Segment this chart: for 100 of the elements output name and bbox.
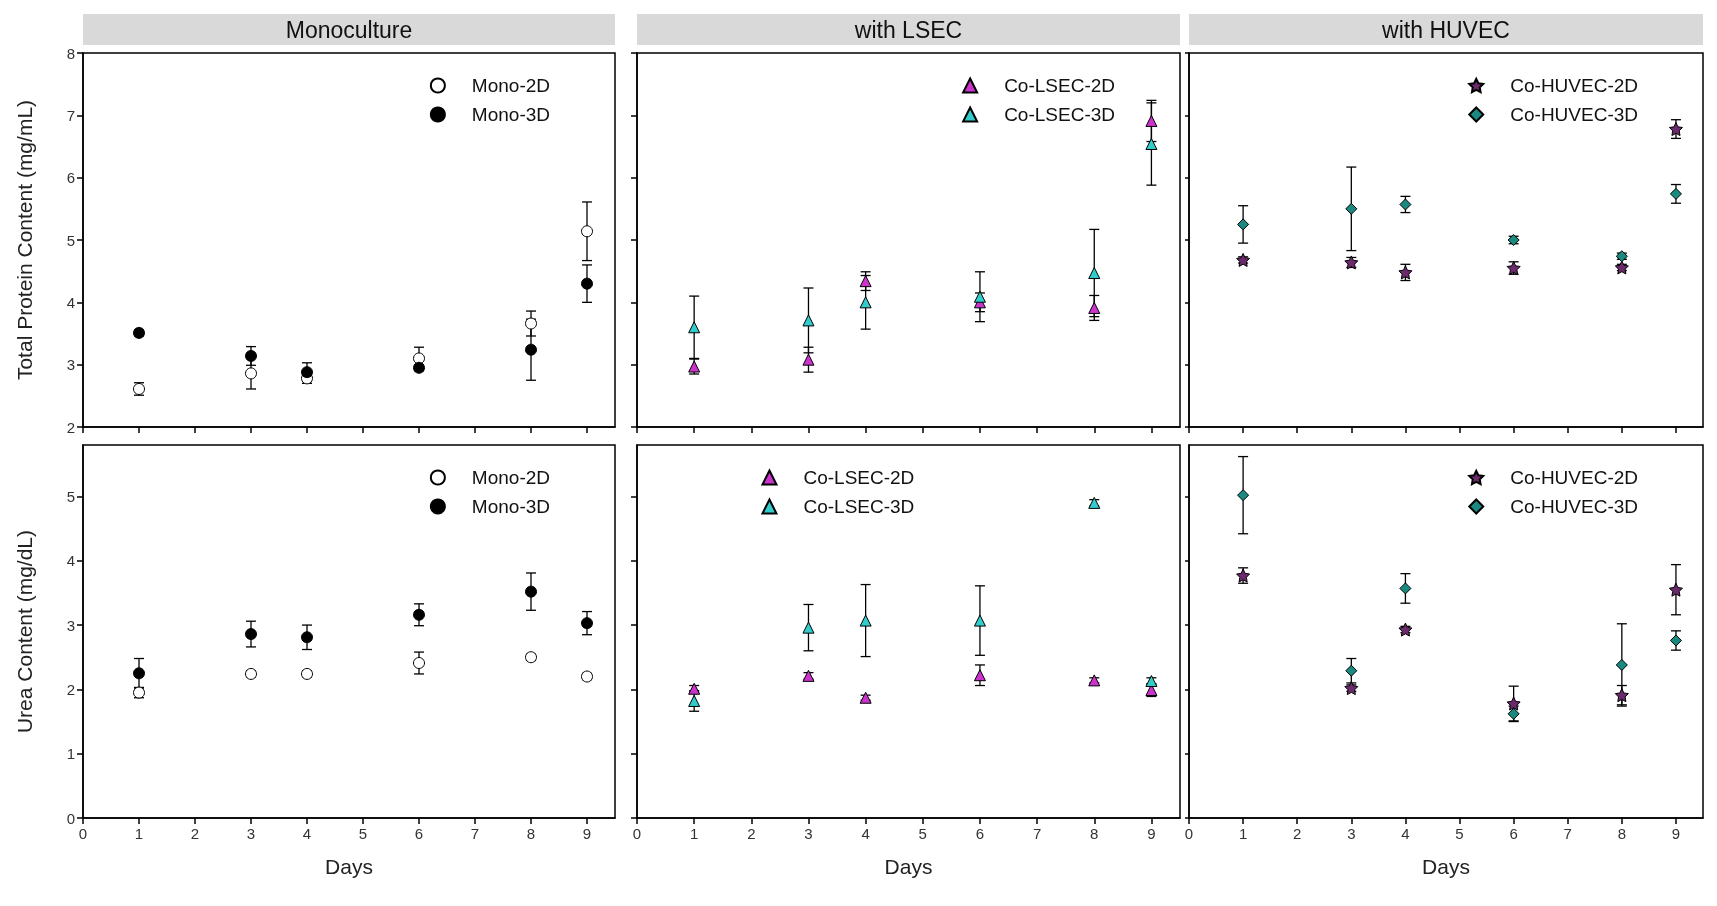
y-tick-label: 3 — [66, 616, 75, 634]
point — [1237, 489, 1250, 502]
x-tick-label: 2 — [747, 825, 756, 842]
legend-label: Mono-2D — [471, 75, 551, 96]
y-tick-label: 3 — [66, 356, 75, 374]
x-tick-label: 5 — [1455, 825, 1464, 842]
point — [1345, 664, 1358, 677]
point — [245, 628, 257, 641]
x-tick-label: 5 — [358, 825, 368, 842]
chart-title: with LSEC — [853, 16, 963, 43]
x-tick-label: 3 — [1347, 825, 1356, 842]
x-tick-label: 6 — [975, 825, 985, 842]
point — [1668, 582, 1683, 597]
point — [859, 296, 872, 309]
x-tick-label: 8 — [1617, 825, 1627, 842]
y-tick-label: 8 — [66, 44, 75, 62]
legend-label: Co-LSEC-3D — [1004, 104, 1116, 125]
x-tick-label: 0 — [1184, 825, 1194, 842]
point — [1237, 218, 1250, 231]
x-tick-label: 7 — [1032, 825, 1042, 842]
point — [1615, 658, 1628, 671]
y-tick-label: 4 — [66, 552, 75, 570]
legend-label: Co-HUVEC-2D — [1510, 467, 1639, 488]
y-tick-label: 6 — [66, 169, 75, 187]
legend-label: Co-HUVEC-3D — [1510, 104, 1639, 125]
chart-title: Monoculture — [285, 16, 413, 43]
point — [802, 353, 815, 366]
y-axis-title: Urea Content (mg/dL) — [13, 529, 36, 734]
point — [1506, 696, 1521, 711]
point — [245, 367, 257, 380]
x-tick-label: 9 — [582, 825, 592, 842]
point — [802, 314, 815, 327]
x-tick-label: 4 — [302, 825, 312, 842]
x-axis-title: Days — [325, 855, 373, 878]
y-tick-label: 2 — [66, 418, 75, 436]
x-tick-label: 3 — [246, 825, 256, 842]
y-tick-label: 0 — [66, 809, 75, 827]
point — [525, 317, 537, 330]
point — [973, 614, 986, 627]
x-tick-label: 2 — [1293, 825, 1302, 842]
y-tick-label: 5 — [66, 231, 75, 249]
x-tick-label: 9 — [1671, 825, 1681, 842]
point — [1145, 138, 1158, 151]
legend-label: Co-LSEC-2D — [803, 467, 915, 488]
point — [133, 667, 145, 680]
legend-label: Mono-3D — [471, 496, 551, 517]
x-tick-label: 6 — [414, 825, 424, 842]
x-tick-label: 2 — [190, 825, 200, 842]
y-tick-label: 7 — [66, 106, 75, 124]
legend-label: Co-LSEC-2D — [1004, 75, 1116, 96]
y-tick-label: 1 — [66, 745, 75, 763]
point — [581, 225, 593, 238]
point — [525, 585, 537, 598]
x-tick-label: 1 — [134, 825, 144, 842]
point — [859, 275, 872, 288]
point — [301, 366, 313, 379]
legend-label: Co-HUVEC-3D — [1510, 496, 1639, 517]
legend-label: Mono-3D — [471, 104, 551, 125]
point — [581, 617, 593, 630]
point — [245, 349, 257, 362]
point — [525, 343, 537, 356]
point — [1088, 267, 1101, 280]
x-tick-label: 1 — [1238, 825, 1248, 842]
x-tick-label: 4 — [861, 825, 870, 842]
x-tick-label: 9 — [1147, 825, 1156, 842]
y-tick-label: 4 — [66, 293, 75, 311]
x-tick-label: 7 — [470, 825, 480, 842]
point — [973, 290, 986, 303]
x-tick-label: 1 — [689, 825, 699, 842]
point — [1669, 634, 1682, 647]
point — [688, 321, 701, 334]
point — [301, 631, 313, 644]
point — [1669, 187, 1682, 200]
y-tick-label: 5 — [66, 487, 75, 505]
point — [413, 657, 425, 670]
point — [1088, 301, 1101, 314]
point — [1345, 202, 1358, 215]
chart-title: with HUVEC — [1381, 16, 1510, 43]
x-tick-label: 0 — [632, 825, 642, 842]
point — [688, 694, 701, 707]
point — [1145, 114, 1158, 127]
point — [413, 608, 425, 621]
x-tick-label: 0 — [78, 825, 88, 842]
x-tick-label: 5 — [918, 825, 927, 842]
legend-label: Co-HUVEC-2D — [1510, 75, 1639, 96]
y-axis-title: Total Protein Content (mg/mL) — [13, 99, 36, 381]
x-tick-label: 8 — [1090, 825, 1099, 842]
legend-label: Mono-2D — [471, 467, 551, 488]
point — [973, 669, 986, 682]
point — [1236, 252, 1251, 267]
y-tick-label: 2 — [66, 680, 75, 698]
x-axis-title: Days — [884, 855, 933, 878]
point — [1344, 681, 1359, 696]
x-tick-label: 6 — [1509, 825, 1518, 842]
point — [859, 614, 872, 627]
legend-label: Co-LSEC-3D — [803, 496, 915, 517]
point — [1399, 582, 1412, 595]
point — [1614, 688, 1629, 703]
x-axis-title: Days — [1422, 855, 1470, 878]
x-tick-label: 8 — [526, 825, 536, 842]
